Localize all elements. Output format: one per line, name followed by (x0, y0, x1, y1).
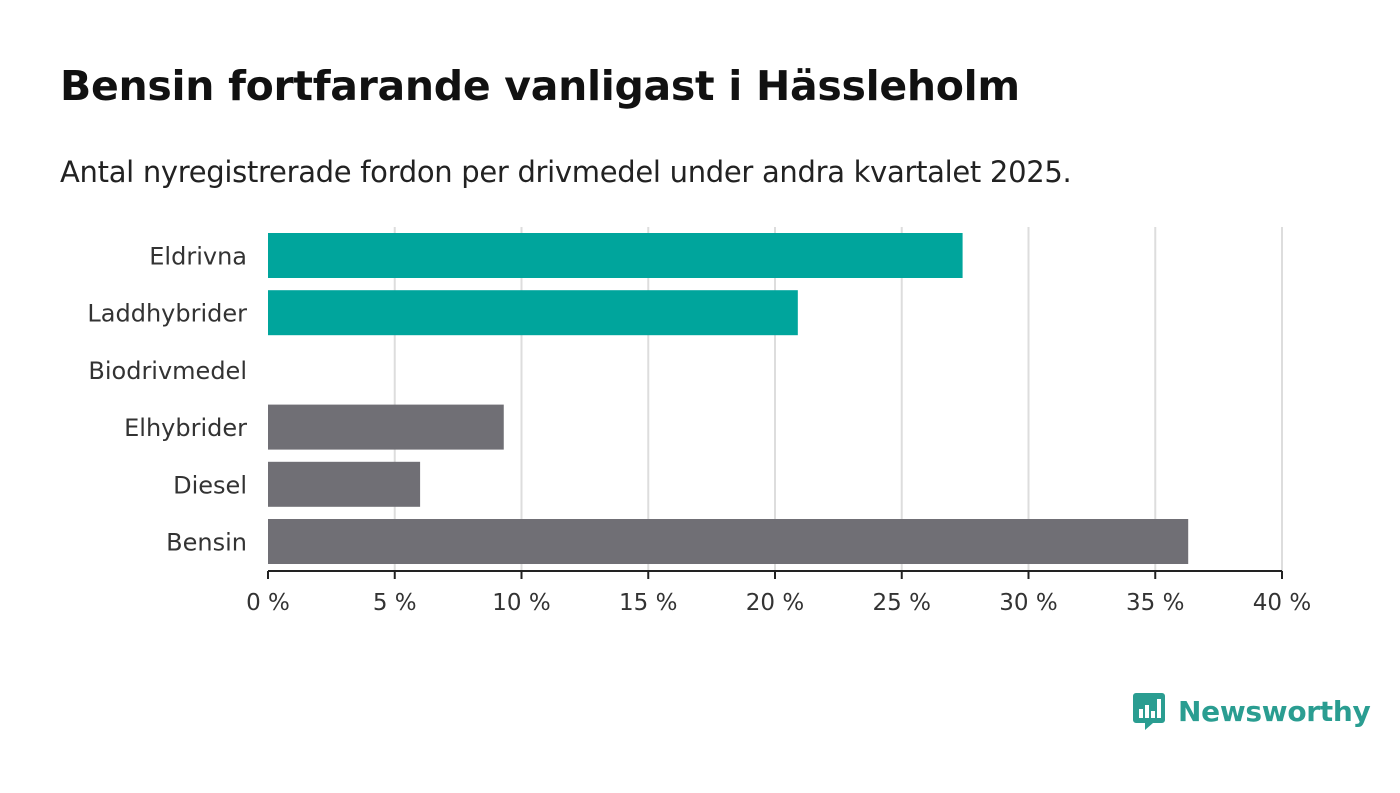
x-tick-label: 40 % (1253, 590, 1311, 616)
x-tick-label: 0 % (246, 590, 290, 616)
category-label: Biodrivmedel (88, 357, 247, 385)
x-tick-label: 15 % (619, 590, 677, 616)
x-axis: 0 % 5 % 10 % 15 % 20 % 25 % 30 % 35 % 40 % (246, 570, 1311, 616)
x-tick-label: 30 % (999, 590, 1057, 616)
x-tick-label: 20 % (746, 590, 804, 616)
bar-diesel (268, 461, 421, 507)
bars (268, 233, 1189, 564)
bar-laddhybrider (268, 290, 798, 336)
category-label: Elhybrider (124, 414, 247, 442)
grid-lines (393, 227, 1283, 571)
chart-subtitle: Antal nyregistrerade fordon per drivmede… (60, 155, 1072, 189)
chart-title: Bensin fortfarande vanligast i Hässlehol… (60, 62, 1020, 110)
bar-chart-speech-bubble-icon (1133, 693, 1165, 730)
bar-bensin (268, 519, 1189, 564)
brand-logo: Newsworthy (1132, 691, 1371, 731)
x-tick-label: 25 % (873, 590, 931, 616)
x-tick-label: 35 % (1126, 590, 1184, 616)
x-tick-label: 5 % (373, 590, 417, 616)
category-label: Bensin (166, 529, 247, 557)
x-tick-label: 10 % (492, 590, 550, 616)
category-label: Laddhybrider (87, 300, 247, 328)
category-label: Diesel (173, 471, 247, 499)
brand-name: Newsworthy (1178, 694, 1371, 728)
bar-elhybrider (268, 404, 504, 450)
category-labels: Eldrivna Laddhybrider Biodrivmedel Elhybrid… (87, 243, 247, 557)
category-label: Eldrivna (149, 243, 247, 271)
bar-eldrivna (268, 233, 963, 278)
